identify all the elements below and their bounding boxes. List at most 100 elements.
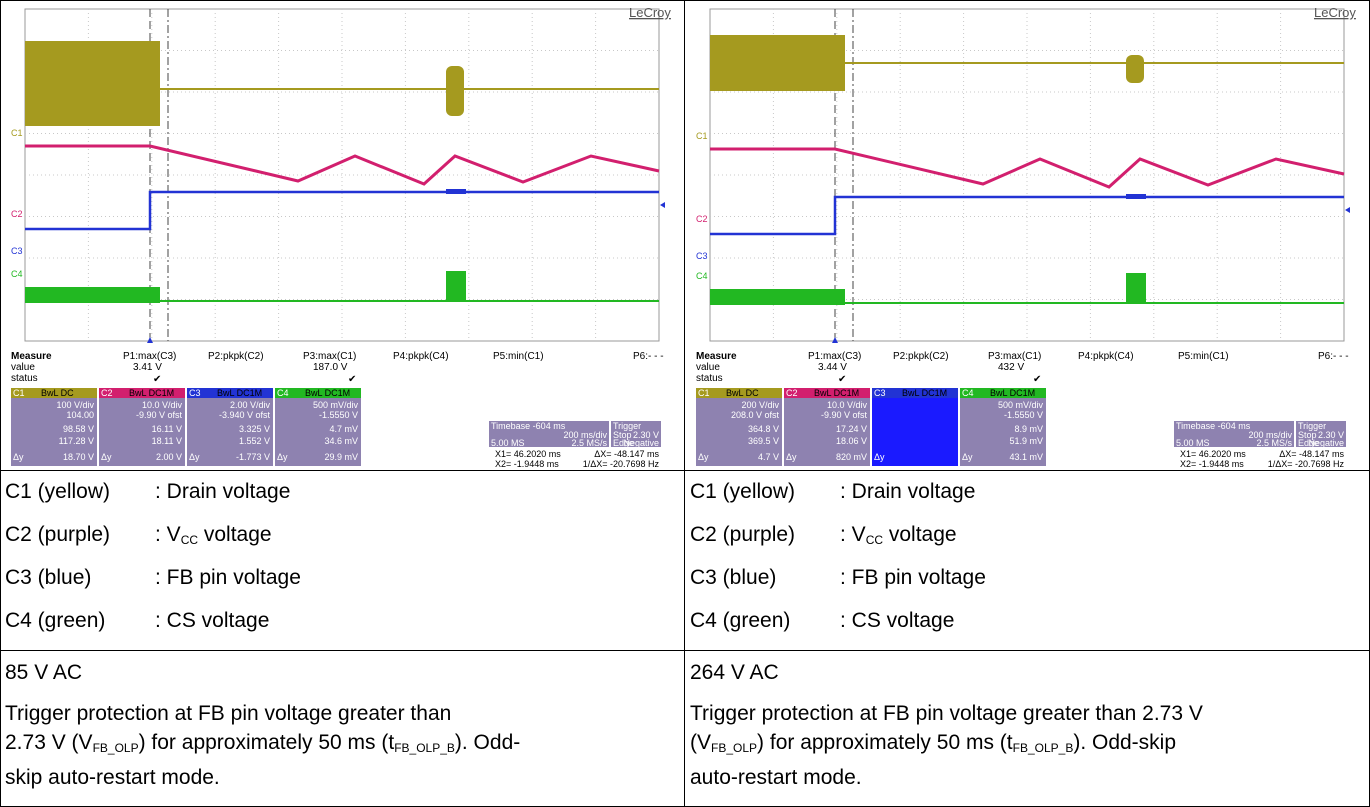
svg-text:Negative: Negative bbox=[623, 438, 659, 448]
c1-restart-burst bbox=[446, 66, 464, 116]
channel-box-c4: C4 BwL DC1M 500 mV/div-1.5550 V 8.9 mV 51.9 … bbox=[960, 388, 1046, 466]
svg-text:117.28 V: 117.28 V bbox=[59, 436, 94, 446]
legend-channel: C4 (green) bbox=[5, 609, 106, 632]
c1-restart-burst bbox=[1126, 55, 1144, 83]
svg-text:Δy: Δy bbox=[786, 452, 797, 462]
svg-text:C2: C2 bbox=[786, 388, 798, 398]
oscilloscope-screenshot: C1 C2 C3 C4 LeCroy Measure value status P1:max… bbox=[688, 1, 1366, 469]
svg-text:Δy: Δy bbox=[101, 452, 112, 462]
svg-text:3.325 V: 3.325 V bbox=[239, 424, 270, 434]
svg-text:-1.773 V: -1.773 V bbox=[236, 452, 270, 462]
measure-header: P4:pkpk(C4) bbox=[393, 351, 449, 362]
legend-description: : FB pin voltage bbox=[155, 566, 301, 589]
table-border-scope bbox=[0, 470, 1370, 471]
channel-box-c4: C4 BwL DC1M 500 mV/div-1.5550 V 4.7 mV 34.6 … bbox=[275, 388, 361, 466]
svg-text:BwL DC: BwL DC bbox=[726, 388, 759, 398]
svg-text:BwL DC1M: BwL DC1M bbox=[902, 388, 947, 398]
svg-text:C4: C4 bbox=[277, 388, 289, 398]
measure-label: Measure bbox=[11, 351, 52, 362]
measure-status-check: ✔ bbox=[1033, 374, 1041, 385]
c3-trace bbox=[710, 195, 1344, 236]
measure-header: P6:- - - bbox=[1318, 351, 1349, 362]
measure-status-check: ✔ bbox=[153, 374, 161, 385]
c3-restart-bump bbox=[1126, 194, 1146, 199]
svg-text:Stop: Stop bbox=[613, 430, 632, 440]
measure-status-label: status bbox=[11, 373, 38, 384]
measure-header: P3:max(C1) bbox=[303, 351, 356, 362]
legend-description: : CS voltage bbox=[155, 609, 270, 632]
svg-text:Δy: Δy bbox=[13, 452, 24, 462]
c4-restart-burst bbox=[446, 271, 466, 301]
channel-box-c2: C2 BwL DC1M 10.0 V/div-9.90 V ofst 16.11 V 1… bbox=[99, 388, 185, 466]
svg-text:ΔX= -48.147 ms: ΔX= -48.147 ms bbox=[594, 449, 659, 459]
svg-text:X1= 46.2020 ms: X1= 46.2020 ms bbox=[1180, 449, 1246, 459]
measure-label: Measure bbox=[696, 351, 737, 362]
svg-text:200 ms/div: 200 ms/div bbox=[1248, 430, 1292, 440]
svg-text:ΔX= -48.147 ms: ΔX= -48.147 ms bbox=[1279, 449, 1344, 459]
svg-text:500 mV/div: 500 mV/div bbox=[313, 400, 359, 410]
c4-burst-trace bbox=[710, 289, 845, 305]
channel-marker-c1: C1 bbox=[11, 128, 23, 138]
measure-header: P3:max(C1) bbox=[988, 351, 1041, 362]
svg-text:Negative: Negative bbox=[1308, 438, 1344, 448]
legend-description: : FB pin voltage bbox=[840, 566, 986, 589]
svg-text:BwL DC: BwL DC bbox=[41, 388, 74, 398]
svg-text:X1= 46.2020 ms: X1= 46.2020 ms bbox=[495, 449, 561, 459]
legend-description: : VCC voltage bbox=[155, 523, 272, 547]
channel-marker-c3: C3 bbox=[11, 246, 23, 256]
svg-text:X2= -1.9448 ms: X2= -1.9448 ms bbox=[1180, 459, 1244, 469]
svg-text:29.9 mV: 29.9 mV bbox=[324, 452, 358, 462]
svg-text:200 V/div: 200 V/div bbox=[741, 400, 779, 410]
left-column bbox=[0, 0, 1, 807]
channel-box-c3: C3 BwL DC1M 2.00 V/div-3.940 V ofst 3.325 V… bbox=[187, 388, 273, 466]
channel-marker-c2: C2 bbox=[696, 214, 708, 224]
svg-text:8.9 mV: 8.9 mV bbox=[1014, 424, 1043, 434]
svg-text:369.5 V: 369.5 V bbox=[748, 436, 779, 446]
measure-header: P2:pkpk(C2) bbox=[208, 351, 264, 362]
svg-text:5.00 MS: 5.00 MS bbox=[1176, 438, 1210, 448]
svg-text:C2: C2 bbox=[101, 388, 113, 398]
lecroy-logo: LeCroy bbox=[1314, 5, 1356, 20]
channel-marker-c4: C4 bbox=[696, 271, 708, 281]
measure-value: 3.44 V bbox=[818, 362, 847, 373]
measure-value-label: value bbox=[11, 362, 35, 373]
legend-channel: C2 (purple) bbox=[5, 523, 111, 546]
scope-grid bbox=[709, 8, 1345, 342]
legend-channel: C1 (yellow) bbox=[5, 480, 111, 503]
oscilloscope-screenshot: C1 C2 C3 C4 LeCroy Measure value status P1:max… bbox=[3, 1, 681, 469]
measure-header: P2:pkpk(C2) bbox=[893, 351, 949, 362]
measure-header: P5:min(C1) bbox=[493, 351, 544, 362]
timebase-box: Timebase -604 ms Trigger 200 ms/div Stop 2.3… bbox=[1174, 421, 1346, 469]
lecroy-logo: LeCroy bbox=[629, 5, 671, 20]
svg-text:Δy: Δy bbox=[874, 452, 885, 462]
svg-text:10.0 V/div: 10.0 V/div bbox=[827, 400, 868, 410]
svg-text:C4: C4 bbox=[962, 388, 974, 398]
svg-text:Δy: Δy bbox=[962, 452, 973, 462]
svg-text:X2= -1.9448 ms: X2= -1.9448 ms bbox=[495, 459, 559, 469]
svg-text:4.7 mV: 4.7 mV bbox=[329, 424, 358, 434]
legend-description: : VCC voltage bbox=[840, 523, 957, 547]
c2-trace bbox=[710, 147, 1345, 189]
c3-restart-bump bbox=[446, 189, 466, 194]
input-voltage: 264 V AC bbox=[690, 661, 779, 684]
channel-marker-c4: C4 bbox=[11, 269, 23, 279]
svg-text:Timebase -604 ms: Timebase -604 ms bbox=[1176, 421, 1251, 431]
input-voltage: 85 V AC bbox=[5, 661, 83, 684]
svg-text:18.70 V: 18.70 V bbox=[63, 452, 94, 462]
legend-channel: C4 (green) bbox=[690, 609, 791, 632]
svg-text:2.5 MS/s: 2.5 MS/s bbox=[571, 438, 607, 448]
legend-channel: C1 (yellow) bbox=[690, 480, 796, 503]
description-paragraph: Trigger protection at FB pin voltage gre… bbox=[690, 702, 1203, 789]
measure-status-check: ✔ bbox=[838, 374, 846, 385]
timebase-box: Timebase -604 ms Trigger 200 ms/div Stop 2.3… bbox=[489, 421, 661, 469]
channel-box-c3: C3 BwL DC1M Δy bbox=[872, 388, 958, 466]
svg-text:500 mV/div: 500 mV/div bbox=[998, 400, 1044, 410]
table-border-top bbox=[0, 0, 1370, 1]
c1-burst-trace bbox=[25, 41, 160, 126]
svg-text:98.58 V: 98.58 V bbox=[63, 424, 94, 434]
measure-value: 432 V bbox=[998, 362, 1024, 373]
svg-text:C3: C3 bbox=[189, 388, 201, 398]
c4-burst-trace bbox=[25, 287, 160, 303]
